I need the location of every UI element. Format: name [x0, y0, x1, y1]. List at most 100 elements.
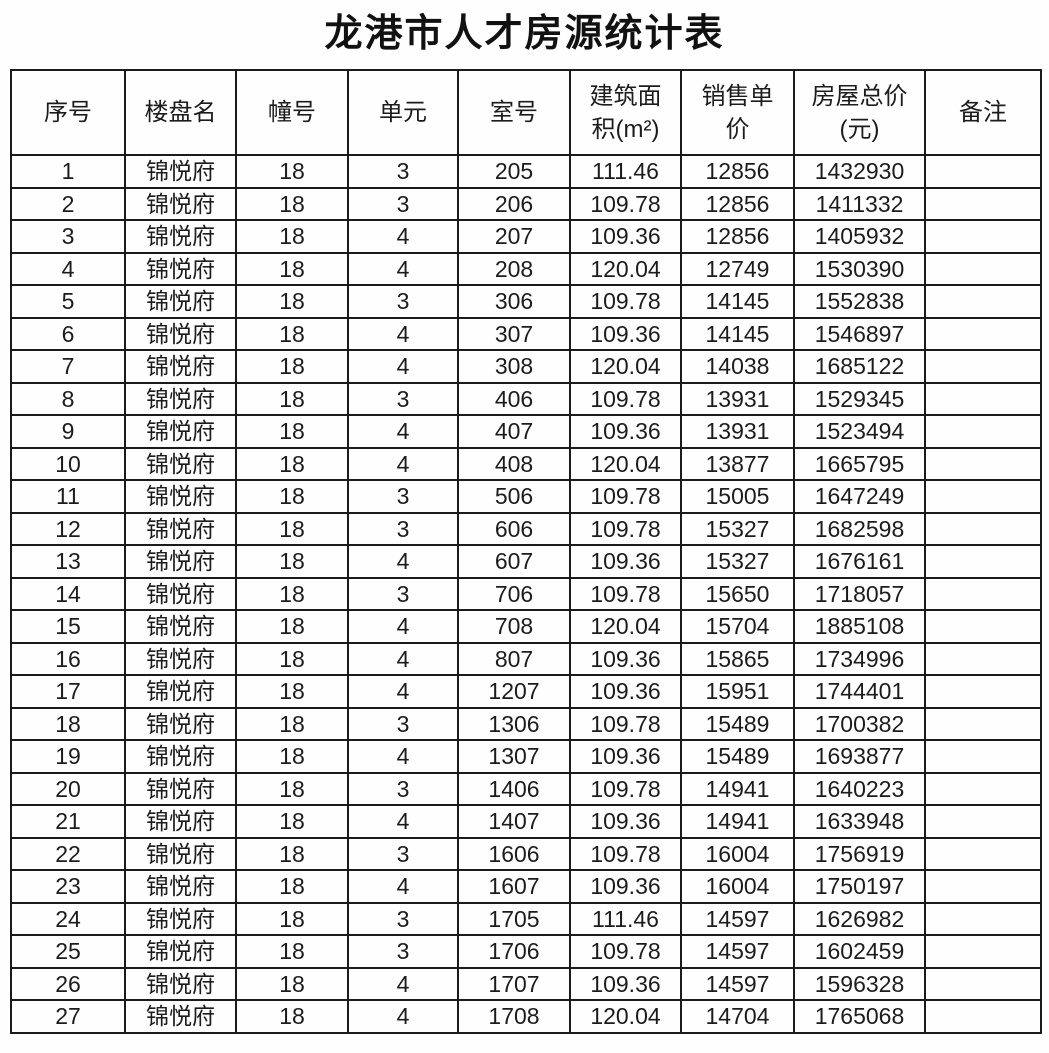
cell-total-price: 1718057: [793, 576, 926, 611]
cell-room-no: 506: [457, 479, 571, 514]
cell-room-no: 1406: [457, 771, 571, 806]
cell-total-price: 1552838: [793, 284, 926, 319]
cell-building-name: 锦悦府: [124, 641, 237, 676]
cell-room-no: 1306: [457, 706, 571, 741]
cell-remarks: [924, 901, 1042, 936]
cell-index: 13: [10, 544, 126, 579]
cell-remarks: [924, 804, 1042, 839]
cell-room-no: 1407: [457, 804, 571, 839]
cell-unit-price: 14941: [680, 804, 795, 839]
cell-area: 109.36: [569, 219, 682, 254]
cell-remarks: [924, 186, 1042, 221]
cell-total-price: 1411332: [793, 186, 926, 221]
cell-block-no: 18: [235, 511, 349, 546]
cell-block-no: 18: [235, 934, 349, 969]
cell-building-name: 锦悦府: [124, 771, 237, 806]
cell-area: 109.36: [569, 674, 682, 709]
cell-total-price: 1432930: [793, 154, 926, 189]
cell-block-no: 18: [235, 154, 349, 189]
cell-index: 3: [10, 219, 126, 254]
cell-block-no: 18: [235, 674, 349, 709]
cell-remarks: [924, 316, 1042, 351]
table-row: 1 锦悦府 18 3 205 111.46 12856 1432930: [10, 154, 1042, 189]
cell-unit: 4: [347, 251, 459, 286]
cell-building-name: 锦悦府: [124, 251, 237, 286]
cell-room-no: 208: [457, 251, 571, 286]
cell-unit-price: 15327: [680, 544, 795, 579]
cell-index: 11: [10, 479, 126, 514]
cell-area: 109.36: [569, 804, 682, 839]
cell-unit-price: 15489: [680, 706, 795, 741]
cell-building-name: 锦悦府: [124, 349, 237, 384]
cell-remarks: [924, 674, 1042, 709]
cell-building-name: 锦悦府: [124, 674, 237, 709]
cell-area: 109.78: [569, 576, 682, 611]
cell-area: 120.04: [569, 251, 682, 286]
cell-building-name: 锦悦府: [124, 284, 237, 319]
cell-remarks: [924, 934, 1042, 969]
cell-area: 109.36: [569, 739, 682, 774]
cell-room-no: 706: [457, 576, 571, 611]
cell-room-no: 607: [457, 544, 571, 579]
cell-unit-price: 14597: [680, 966, 795, 1001]
cell-unit-price: 13931: [680, 381, 795, 416]
cell-block-no: 18: [235, 414, 349, 449]
cell-total-price: 1676161: [793, 544, 926, 579]
cell-area: 109.78: [569, 836, 682, 871]
cell-room-no: 1607: [457, 869, 571, 904]
cell-index: 12: [10, 511, 126, 546]
cell-total-price: 1626982: [793, 901, 926, 936]
table-row: 4 锦悦府 18 4 208 120.04 12749 1530390: [10, 251, 1042, 286]
cell-block-no: 18: [235, 349, 349, 384]
cell-total-price: 1523494: [793, 414, 926, 449]
cell-building-name: 锦悦府: [124, 966, 237, 1001]
cell-unit-price: 15650: [680, 576, 795, 611]
cell-index: 16: [10, 641, 126, 676]
cell-unit: 3: [347, 511, 459, 546]
cell-room-no: 205: [457, 154, 571, 189]
cell-unit-price: 12856: [680, 154, 795, 189]
table-row: 17 锦悦府 18 4 1207 109.36 15951 1744401: [10, 674, 1042, 709]
table-row: 22 锦悦府 18 3 1606 109.78 16004 1756919: [10, 836, 1042, 871]
table-row: 24 锦悦府 18 3 1705 111.46 14597 1626982: [10, 901, 1042, 936]
cell-remarks: [924, 219, 1042, 254]
cell-remarks: [924, 414, 1042, 449]
column-header-unit-price: 销售单 价: [680, 69, 795, 156]
cell-unit: 4: [347, 446, 459, 481]
cell-total-price: 1640223: [793, 771, 926, 806]
table-row: 25 锦悦府 18 3 1706 109.78 14597 1602459: [10, 934, 1042, 969]
cell-area: 109.36: [569, 641, 682, 676]
table-row: 23 锦悦府 18 4 1607 109.36 16004 1750197: [10, 869, 1042, 904]
cell-building-name: 锦悦府: [124, 186, 237, 221]
table-body: 1 锦悦府 18 3 205 111.46 12856 1432930 2 锦悦府 18 3 206 10…: [10, 154, 1042, 1034]
cell-unit: 4: [347, 804, 459, 839]
cell-total-price: 1693877: [793, 739, 926, 774]
cell-area: 109.78: [569, 284, 682, 319]
table-row: 12 锦悦府 18 3 606 109.78 15327 1682598: [10, 511, 1042, 546]
cell-remarks: [924, 706, 1042, 741]
cell-room-no: 1606: [457, 836, 571, 871]
cell-total-price: 1685122: [793, 349, 926, 384]
cell-room-no: 308: [457, 349, 571, 384]
cell-block-no: 18: [235, 706, 349, 741]
cell-room-no: 408: [457, 446, 571, 481]
cell-unit: 4: [347, 219, 459, 254]
cell-unit: 4: [347, 641, 459, 676]
cell-building-name: 锦悦府: [124, 934, 237, 969]
cell-block-no: 18: [235, 771, 349, 806]
column-header-total-price: 房屋总价 (元): [793, 69, 926, 156]
table-header: 序号 楼盘名 幢号 单元 室号 建筑面 积(m²) 销售单 价 房屋总价 (元)…: [10, 69, 1042, 156]
cell-remarks: [924, 966, 1042, 1001]
cell-unit-price: 14704: [680, 999, 795, 1034]
cell-building-name: 锦悦府: [124, 804, 237, 839]
cell-remarks: [924, 251, 1042, 286]
cell-total-price: 1529345: [793, 381, 926, 416]
cell-building-name: 锦悦府: [124, 901, 237, 936]
cell-unit: 3: [347, 479, 459, 514]
cell-unit-price: 15704: [680, 609, 795, 644]
cell-unit: 3: [347, 284, 459, 319]
table-row: 18 锦悦府 18 3 1306 109.78 15489 1700382: [10, 706, 1042, 741]
cell-block-no: 18: [235, 381, 349, 416]
cell-room-no: 1708: [457, 999, 571, 1034]
